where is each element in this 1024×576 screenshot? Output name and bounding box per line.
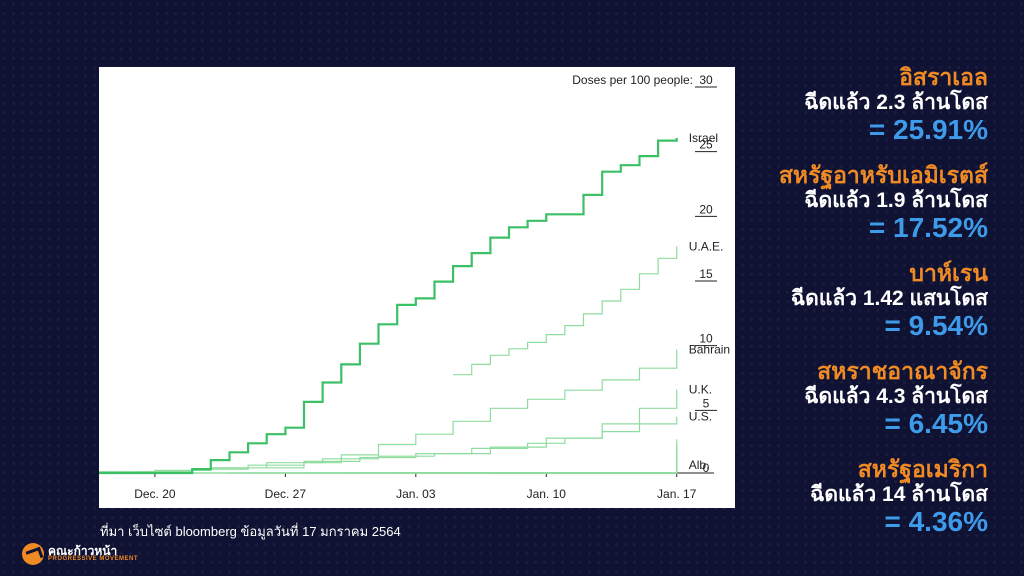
stat-doses: ฉีดแล้ว 1.42 แสนโดส	[790, 287, 988, 310]
stat-doses: ฉีดแล้ว 1.9 ล้านโดส	[804, 189, 988, 212]
stat-country: อิสราเอล	[899, 64, 988, 90]
stat-doses: ฉีดแล้ว 4.3 ล้านโดส	[804, 385, 988, 408]
stat-country: บาห์เรน	[909, 260, 988, 286]
stat-country: สหราชอาณาจักร	[817, 358, 988, 384]
vaccination-chart: Dec. 20 Dec. 27 Jan. 03 Jan. 10 Jan. 17 30 25 2…	[99, 73, 730, 501]
background-series-line	[341, 460, 678, 474]
stat-doses: ฉีดแล้ว 14 ล้านโดส	[810, 483, 988, 506]
background-series-line	[453, 467, 678, 474]
x-tick-label: Jan. 10	[527, 487, 567, 501]
stat-percent: = 4.36%	[884, 506, 988, 537]
stat-us: สหรัฐอเมริกา ฉีดแล้ว 14 ล้านโดส = 4.36%	[658, 456, 988, 554]
source-note: ที่มา เว็บไซต์ bloomberg ข้อมูลวันที่ 17…	[100, 524, 401, 539]
series-line-uae	[453, 246, 678, 376]
background-series-line	[285, 454, 678, 474]
stat-country: สหรัฐอาหรับเอมิเรตส์	[778, 162, 988, 188]
series-line-bahrain	[266, 349, 678, 469]
stat-country: สหรัฐอเมริกา	[857, 456, 988, 482]
stat-percent: = 25.91%	[868, 114, 988, 145]
background-series-line	[229, 448, 678, 474]
y-axis-title: Doses per 100 people:	[572, 73, 693, 87]
background-series-line	[359, 462, 678, 474]
x-tick-label: Dec. 27	[265, 487, 307, 501]
background-series-line	[415, 465, 678, 474]
arrow-logo-icon	[22, 543, 44, 565]
series-label: U.A.E.	[689, 239, 724, 253]
series-line-us	[136, 416, 678, 473]
stat-bahrain: บาห์เรน ฉีดแล้ว 1.42 แสนโดส = 9.54%	[658, 260, 988, 358]
stat-percent: = 17.52%	[868, 212, 988, 243]
stat-percent: = 9.54%	[884, 310, 988, 341]
series-label: U.S.	[689, 410, 712, 424]
logo-name: คณะก้าวหน้า	[48, 544, 118, 558]
y-tick-label: 5	[703, 396, 710, 410]
stat-doses: ฉีดแล้ว 2.3 ล้านโดส	[804, 91, 988, 114]
series-label: Bahrain	[689, 343, 730, 357]
progressive-movement-logo: คณะก้าวหน้า PROGRESSIVE MOVEMENT	[22, 542, 142, 566]
logo-tagline: PROGRESSIVE MOVEMENT	[48, 556, 139, 562]
series-label: Israel	[689, 131, 718, 145]
y-tick-label: 30	[699, 73, 713, 87]
x-tick-label: Dec. 20	[134, 487, 176, 501]
stats-panel: อิสราเอล ฉีดแล้ว 2.3 ล้านโดส = 25.91% สห…	[658, 64, 988, 554]
y-tick-label: 20	[699, 202, 713, 216]
series-line-israel	[99, 137, 678, 475]
background-series-line	[490, 468, 678, 474]
stat-israel: อิสราเอล ฉีดแล้ว 2.3 ล้านโดส = 25.91%	[658, 64, 988, 162]
x-tick-label: Jan. 17	[657, 487, 697, 501]
series-line-uk	[99, 389, 678, 473]
series-label: U.K.	[689, 383, 712, 397]
y-tick-label: 15	[699, 267, 713, 281]
series-label: Alb.	[689, 458, 710, 472]
y-tick-label: 0	[703, 461, 710, 475]
x-tick-label: Jan. 03	[396, 487, 436, 501]
y-tick-label: 25	[699, 138, 713, 152]
stat-uk: สหราชอาณาจักร ฉีดแล้ว 4.3 ล้านโดส = 6.45…	[658, 358, 988, 456]
background-series-line	[397, 463, 678, 474]
stat-uae: สหรัฐอาหรับเอมิเรตส์ ฉีดแล้ว 1.9 ล้านโดส…	[658, 162, 988, 260]
background-series-line	[192, 444, 678, 474]
series-line-alb	[620, 472, 678, 474]
stat-percent: = 6.45%	[884, 408, 988, 439]
chart-panel: Dec. 20 Dec. 27 Jan. 03 Jan. 10 Jan. 17 30 25 2…	[99, 67, 735, 508]
y-tick-label: 10	[699, 332, 713, 346]
